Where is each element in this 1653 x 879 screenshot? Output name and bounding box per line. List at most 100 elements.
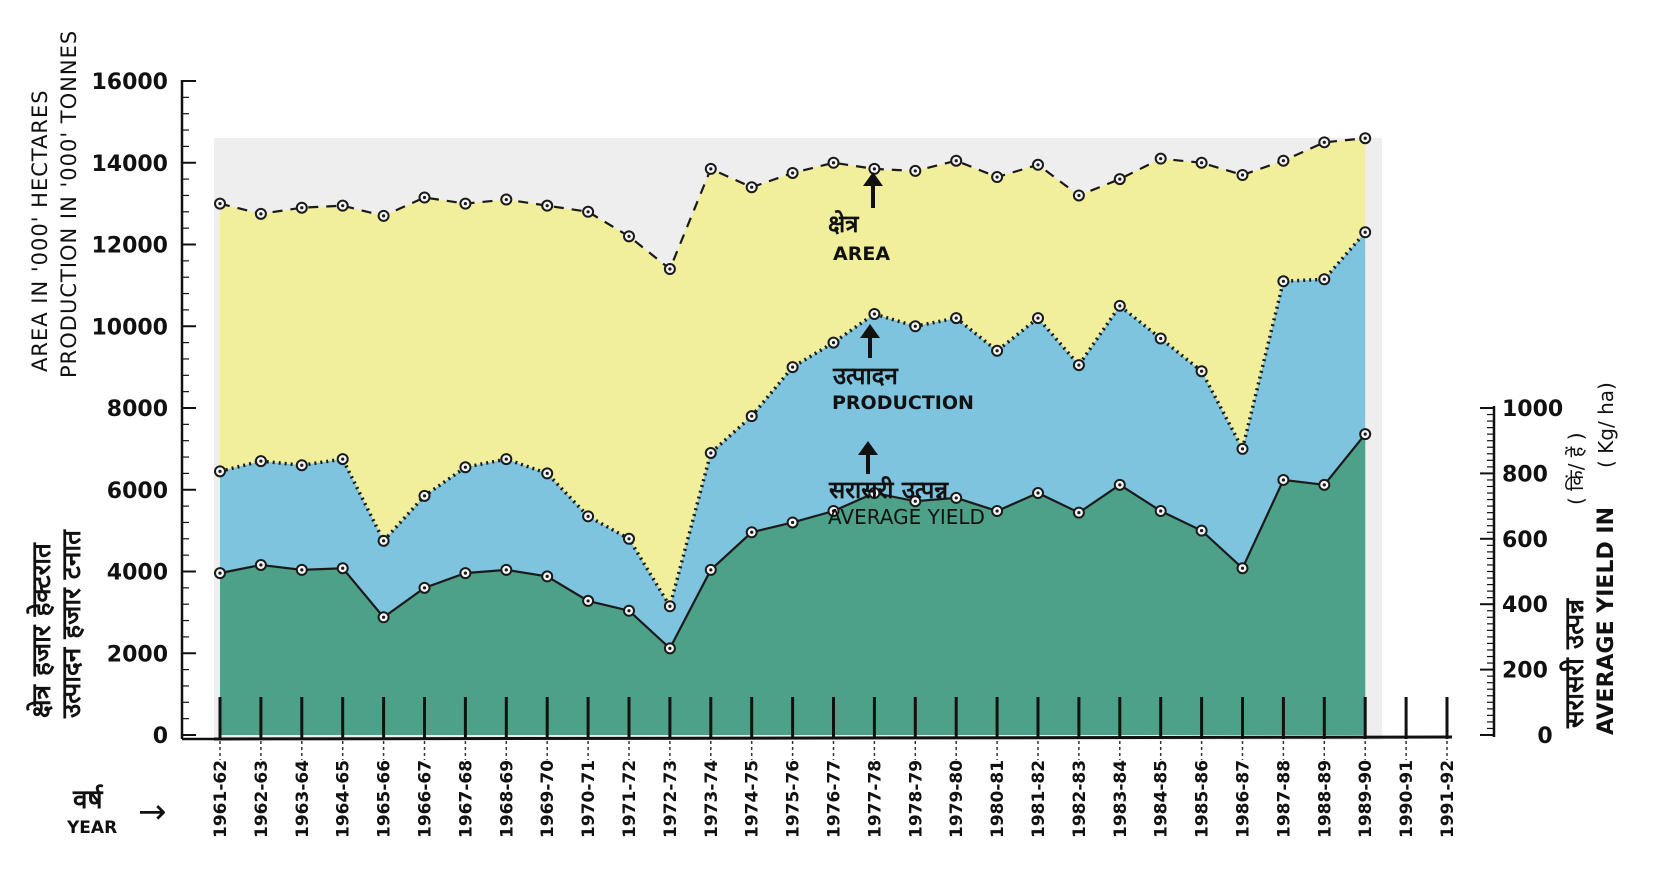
data-point-center [913,324,917,328]
x-tick-label: 1980-81 [988,760,1008,838]
x-tick-label: 1965-66 [375,760,395,838]
x-tick-label: 1984-85 [1152,760,1172,838]
x-tick-label: 1978-79 [906,760,926,838]
right-y-tick-label: 600 [1502,528,1548,553]
data-point-center [504,457,508,461]
x-tick-label: 1987-88 [1274,760,1294,838]
data-point-center [300,206,304,210]
right-y-tick-label: 0 [1537,724,1552,749]
x-tick-label: 1961-62 [211,760,231,838]
data-point-center [1118,483,1122,487]
data-point-center [1322,483,1326,487]
data-point-center [1363,230,1367,234]
data-point-center [382,214,386,218]
data-point-center [300,463,304,467]
data-point-center [1036,491,1040,495]
x-tick-label: 1979-80 [947,760,967,838]
data-point-center [1322,277,1326,281]
x-tick-label: 1988-89 [1315,760,1335,838]
data-point-center [259,563,263,567]
x-tick-label: 1966-67 [416,760,436,838]
data-point-center [586,514,590,518]
data-point-center [668,604,672,608]
right-axis-title-hindi: सरासरी उत्पन्न [1559,598,1590,729]
left-y-axis: 0 2000 4000 6000 8000 10000 12000 14000 16000 [91,70,214,749]
chart-lines [214,132,1372,655]
data-point-center [1200,369,1204,373]
data-point-center [913,499,917,503]
data-point-center [872,491,877,495]
left-y-tick-label: 16000 [91,70,168,95]
data-point-center [341,204,345,208]
data-point-center [1118,177,1122,181]
data-point-center [422,195,427,200]
left-y-tick-label: 6000 [107,479,168,504]
yield-label-hindi: सरासरी उत्पन्न [828,476,949,504]
data-point-center [218,202,222,206]
data-point-center [218,469,222,473]
right-y-tick-label: 800 [1502,462,1548,487]
data-point-center [545,204,549,208]
data-point-center [463,465,467,469]
left-y-tick-label: 2000 [107,642,168,667]
data-point-center [913,169,917,173]
data-point-center [750,414,754,418]
data-point-center [463,571,467,575]
x-tick-label: 1989-90 [1356,760,1376,838]
data-point-center [627,609,631,613]
data-point-center [504,197,508,202]
left-axis-title-area: AREA IN '000' HECTARES [28,89,52,372]
data-point-center [1159,157,1163,161]
area-annotation: क्षेत्र AREA [828,172,890,265]
x-tick-label: 1971-72 [620,760,640,838]
data-point-center [1281,279,1285,283]
data-point-center [709,568,713,572]
left-y-tick-label: 14000 [91,152,168,177]
x-tick-label: 1974-75 [743,760,763,838]
x-tick-label: 1975-76 [784,760,804,838]
data-point-center [341,566,345,570]
data-point-center [341,457,345,461]
x-tick-label: 1981-82 [1029,760,1049,838]
right-y-tick-label: 400 [1502,593,1548,618]
x-tick-label: 1969-70 [538,760,558,838]
x-axis-arrow: → [138,792,167,832]
x-tick-label: 1983-84 [1111,760,1131,838]
data-point-center [954,316,958,320]
data-point-center [1159,509,1163,513]
data-point-center [791,171,795,175]
data-point-center [259,459,263,463]
left-axis-title-production-hindi: उत्पादन हजार टनात [57,529,87,719]
yield-annotation: सरासरी उत्पन्न AVERAGE YIELD [828,441,985,529]
data-point-center [627,537,631,541]
data-point-center [1077,193,1081,198]
x-tick-label: 1970-71 [579,760,599,838]
x-tick-label: 1976-77 [825,760,845,838]
data-point-center [422,494,427,498]
x-tick-label: 1967-68 [456,760,476,838]
right-axis-unit-hindi: ( किं/ हें ) [1564,432,1588,505]
left-y-tick-label: 12000 [91,234,168,259]
data-point-center [545,471,549,475]
x-tick-label: 1964-65 [334,760,354,838]
data-point-center [995,349,999,353]
data-point-center [750,530,754,534]
data-point-center [1363,136,1367,140]
data-point-center [586,210,590,214]
data-point-center [422,586,427,590]
data-point-center [1240,566,1245,570]
x-tick-label: 1968-69 [497,760,517,838]
left-axis-title-area-hindi: क्षेत्र हजार हेक्टरात [26,542,57,718]
x-tick-label: 1986-87 [1234,760,1254,838]
chart-areas [214,138,1382,740]
data-point-center [382,539,386,543]
left-y-tick-label: 4000 [107,561,168,586]
data-point-center [1118,304,1122,308]
area-label-hindi: क्षेत्र [828,210,860,238]
data-point-center [668,646,672,650]
x-tick-label: 1990-91 [1397,760,1417,838]
x-axis-title-english: YEAR [66,818,117,838]
data-point-center [831,161,836,165]
data-point-center [259,212,263,216]
